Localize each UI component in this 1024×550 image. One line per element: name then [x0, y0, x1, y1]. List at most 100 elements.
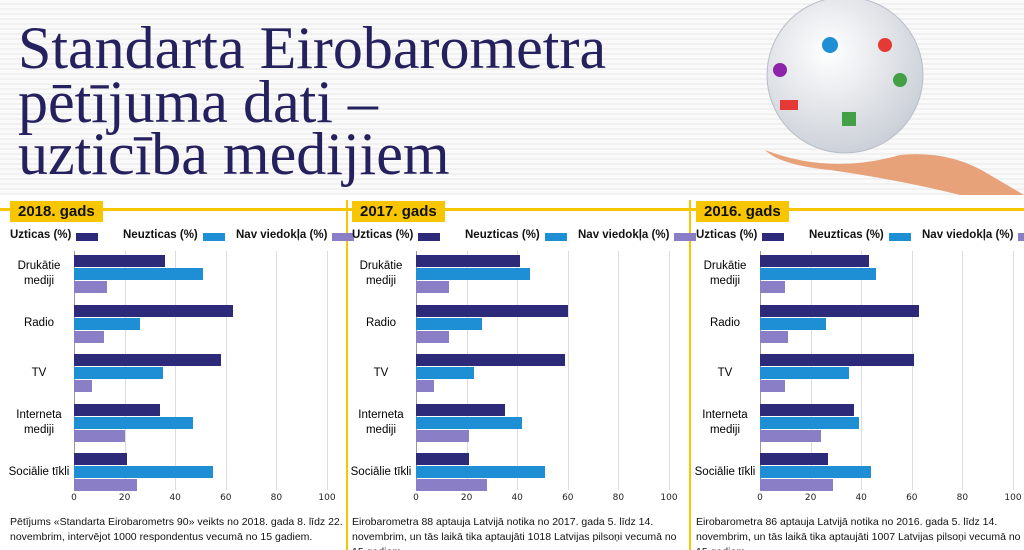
- legend-label: Neuzticas (%): [809, 229, 884, 241]
- legend-swatch: [1018, 233, 1024, 241]
- legend-swatch: [203, 233, 225, 241]
- bar: [760, 479, 834, 491]
- bar: [416, 466, 546, 478]
- bar: [760, 268, 877, 280]
- y-tick-label: Drukātie mediji: [17, 260, 61, 287]
- y-tick-label: Sociālie tīkli: [350, 465, 412, 478]
- legend-label: Uzticas (%): [10, 229, 72, 241]
- bar: [416, 281, 449, 293]
- bar: [416, 330, 449, 343]
- legend-label: Uzticas (%): [696, 229, 758, 241]
- y-tick-label: Radio: [23, 317, 55, 329]
- x-tick-label: 20: [118, 493, 131, 503]
- y-tick-label: Sociālie tīkli: [694, 465, 756, 478]
- legend-swatch: [762, 233, 784, 241]
- x-tick-label: 80: [956, 493, 969, 503]
- bar: [760, 317, 826, 330]
- bar: [416, 380, 434, 392]
- legend-label: Neuzticas (%): [123, 229, 198, 241]
- bar: [416, 453, 470, 465]
- bar: [760, 380, 786, 392]
- x-tick-label: 100: [1004, 493, 1022, 503]
- x-tick-label: 60: [906, 493, 918, 503]
- bar: [74, 429, 125, 442]
- bar: [74, 380, 92, 392]
- bar: [416, 354, 566, 366]
- grid-line: [962, 251, 964, 490]
- legend-label: Neuzticas (%): [465, 229, 540, 241]
- grid-line: [225, 251, 227, 490]
- grid-line: [911, 251, 913, 490]
- bar: [416, 416, 523, 429]
- bar: [74, 466, 214, 478]
- bar: [74, 268, 204, 280]
- y-tick-label: TV: [31, 366, 47, 379]
- x-tick-label: 40: [511, 493, 523, 503]
- y-tick-label: Interneta mediji: [702, 408, 748, 436]
- panel-title: 2018. gads: [10, 201, 103, 222]
- title-line: Standarta Eirobarometra: [18, 15, 607, 81]
- bar: [760, 354, 915, 366]
- bar: [74, 304, 234, 317]
- grid-line: [175, 251, 177, 490]
- bar: [416, 403, 505, 416]
- x-tick-label: 40: [855, 493, 867, 503]
- legend-swatch: [674, 233, 696, 241]
- bar: [760, 416, 859, 429]
- grid-line: [327, 251, 328, 490]
- bar: [416, 255, 520, 267]
- x-tick-label: 20: [460, 493, 473, 503]
- x-tick-label: 80: [612, 493, 625, 503]
- x-tick-label: 60: [562, 493, 574, 503]
- bar: [760, 281, 786, 293]
- title-line: pētījuma dati –: [18, 69, 378, 135]
- bar: [760, 403, 854, 416]
- yellow-rule: [0, 208, 1024, 211]
- bar: [74, 281, 107, 293]
- bar: [74, 403, 161, 416]
- x-tick-label: 0: [71, 493, 77, 503]
- bar: [74, 367, 163, 379]
- y-tick-label: Interneta mediji: [16, 408, 62, 436]
- x-tick-label: 100: [660, 493, 678, 503]
- grid-line: [276, 251, 278, 490]
- y-tick-label: Drukātie mediji: [359, 260, 403, 287]
- footnote: Pētījums «Standarta Eirobarometrs 90» ve…: [10, 516, 343, 543]
- legend-label: Nav viedokļa (%): [578, 229, 670, 241]
- grid-line: [861, 251, 863, 490]
- divider: [689, 200, 691, 550]
- legend-swatch: [418, 233, 440, 241]
- legend-label: Nav viedokļa (%): [236, 229, 328, 241]
- legend-label: Uzticas (%): [352, 229, 414, 241]
- legend-swatch: [889, 233, 911, 241]
- x-tick-label: 80: [270, 493, 283, 503]
- bar: [416, 367, 475, 379]
- y-tick-label: TV: [373, 366, 389, 379]
- grid-line: [669, 251, 670, 490]
- bar: [74, 255, 166, 267]
- title-line: uzticība medijiem: [18, 121, 450, 187]
- grid-line: [1013, 251, 1014, 490]
- x-tick-label: 60: [220, 493, 232, 503]
- bar: [416, 479, 487, 491]
- footnote: Eirobarometra 86 aptauja Latvijā notika …: [696, 516, 1021, 550]
- grid-line: [567, 251, 569, 490]
- y-tick-label: Interneta mediji: [358, 408, 404, 436]
- panel-title: 2017. gads: [352, 201, 445, 222]
- y-tick-label: Sociālie tīkli: [8, 465, 70, 478]
- legend-swatch: [332, 233, 354, 241]
- bar: [760, 367, 849, 379]
- bar: [760, 255, 869, 267]
- globe-illustration: [765, 0, 1024, 195]
- legend-swatch: [76, 233, 98, 241]
- bar: [760, 466, 872, 478]
- bar: [74, 479, 138, 491]
- x-tick-label: 0: [413, 493, 419, 503]
- bar: [74, 330, 105, 343]
- bar: [760, 429, 821, 442]
- x-tick-label: 40: [169, 493, 181, 503]
- bar: [74, 317, 140, 330]
- panel-title: 2016. gads: [696, 201, 789, 222]
- bar: [760, 453, 829, 465]
